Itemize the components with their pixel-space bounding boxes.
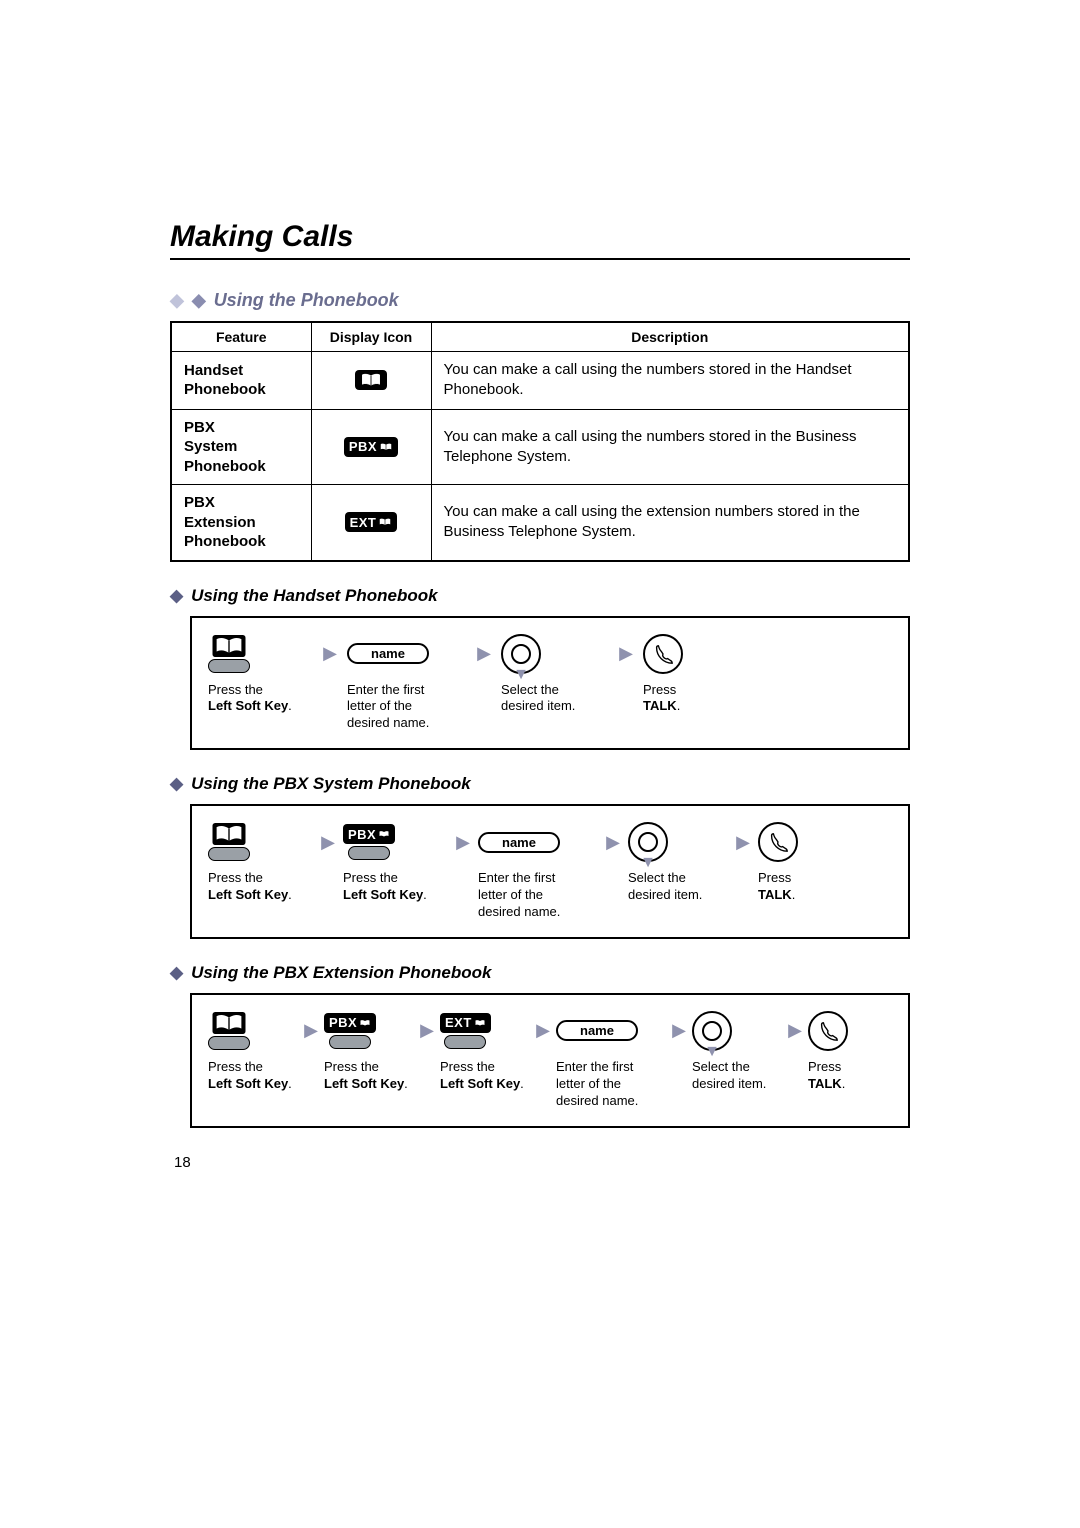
step-label: Press theLeft Soft Key.: [208, 1059, 298, 1110]
table-header: Feature Display Icon Description: [171, 322, 909, 352]
softkey-icon: EXT: [440, 1013, 491, 1049]
step-label: Press theLeft Soft Key.: [440, 1059, 530, 1110]
step-label: [606, 870, 620, 921]
nav-wheel-icon: ▼: [692, 1011, 732, 1051]
arrow-icon: ▶: [788, 1020, 802, 1041]
page-number: 18: [174, 1154, 910, 1171]
name-field: name: [347, 643, 429, 664]
arrow-icon: ▶: [606, 832, 620, 853]
section-heading-phonebook: ◆ ◆ Using the Phonebook: [170, 290, 910, 311]
feature-description: You can make a call using the numbers st…: [431, 352, 909, 410]
talk-button-icon: [808, 1011, 848, 1051]
diamond-icon: ◆: [170, 586, 183, 606]
step-label: Select thedesired item.: [628, 870, 728, 921]
feature-name: PBXSystemPhonebook: [171, 409, 311, 485]
softkey-icon: [208, 1012, 250, 1050]
step-label: PressTALK.: [758, 870, 818, 921]
step-label: Enter the firstletter of thedesired name…: [347, 682, 467, 733]
feature-icon-cell: [311, 352, 431, 410]
step-label: Press theLeft Soft Key.: [324, 1059, 414, 1110]
softkey-icon: PBX: [343, 824, 395, 860]
step-label: Enter the firstletter of thedesired name…: [478, 870, 598, 921]
softkey-icon: PBX: [324, 1013, 376, 1049]
table-row: HandsetPhonebook You can make a call usi…: [171, 352, 909, 410]
feature-icon-cell: EXT: [311, 485, 431, 561]
talk-button-icon: [643, 634, 683, 674]
step-label: Enter the firstletter of thedesired name…: [556, 1059, 666, 1110]
flow-diagram: ▶ PBX ▶ name ▶ ▼ ▶ Press theLeft Soft Key. Pr…: [190, 804, 910, 939]
col-display-icon: Display Icon: [311, 322, 431, 352]
subsection-heading-text: Using the PBX System Phonebook: [191, 774, 471, 794]
subsection-heading: ◆ Using the PBX System Phonebook: [170, 774, 910, 794]
step-label: [422, 1059, 432, 1110]
diamond-icon: ◆: [192, 290, 206, 311]
nav-wheel-icon: ▼: [628, 822, 668, 862]
section-heading-text: Using the Phonebook: [214, 290, 399, 311]
arrow-icon: ▶: [456, 832, 470, 853]
softkey-icon: [208, 635, 250, 673]
step-label: [736, 870, 750, 921]
step-label: [538, 1059, 548, 1110]
feature-description: You can make a call using the numbers st…: [431, 409, 909, 485]
display-icon: EXT: [345, 512, 398, 532]
talk-button-icon: [758, 822, 798, 862]
flow-diagram: ▶ PBX ▶ EXT ▶ name ▶ ▼ ▶ Press theLeft Soft …: [190, 993, 910, 1128]
step-label: [306, 1059, 316, 1110]
feature-icon-cell: PBX: [311, 409, 431, 485]
col-feature: Feature: [171, 322, 311, 352]
softkey-icon: [208, 823, 250, 861]
subsection-heading: ◆ Using the Handset Phonebook: [170, 586, 910, 606]
step-label: Select thedesired item.: [692, 1059, 782, 1110]
col-description: Description: [431, 322, 909, 352]
arrow-icon: ▶: [304, 1020, 318, 1041]
arrow-icon: ▶: [323, 643, 337, 664]
step-label: [321, 682, 339, 733]
subsection-heading-text: Using the Handset Phonebook: [191, 586, 438, 606]
arrow-icon: ▶: [619, 643, 633, 664]
arrow-icon: ▶: [477, 643, 491, 664]
subsection-heading: ◆ Using the PBX Extension Phonebook: [170, 963, 910, 983]
step-label: Press theLeft Soft Key.: [208, 682, 313, 733]
arrow-icon: ▶: [736, 832, 750, 853]
arrow-icon: ▶: [321, 832, 335, 853]
diamond-icon: ◆: [170, 290, 184, 311]
step-label: Select thedesired item.: [501, 682, 609, 733]
step-label: Press theLeft Soft Key.: [208, 870, 313, 921]
step-label: [674, 1059, 684, 1110]
display-icon: [355, 370, 387, 390]
page-title: Making Calls: [170, 220, 910, 260]
feature-description: You can make a call using the extension …: [431, 485, 909, 561]
subsection-heading-text: Using the PBX Extension Phonebook: [191, 963, 491, 983]
diamond-icon: ◆: [170, 963, 183, 983]
step-label: Press theLeft Soft Key.: [343, 870, 448, 921]
arrow-icon: ▶: [536, 1020, 550, 1041]
manual-page: Making Calls ◆ ◆ Using the Phonebook Feat…: [0, 0, 1080, 1231]
name-field: name: [478, 832, 560, 853]
step-label: [456, 870, 470, 921]
arrow-icon: ▶: [420, 1020, 434, 1041]
step-label: PressTALK.: [643, 682, 713, 733]
flow-diagram: ▶ name ▶ ▼ ▶ Press theLeft Soft Key. Enter th…: [190, 616, 910, 751]
table-row: PBXSystemPhonebook PBX You can make a ca…: [171, 409, 909, 485]
display-icon: PBX: [344, 437, 398, 457]
name-field: name: [556, 1020, 638, 1041]
diamond-icon: ◆: [170, 774, 183, 794]
step-label: PressTALK.: [808, 1059, 863, 1110]
step-label: [790, 1059, 800, 1110]
step-label: [475, 682, 493, 733]
feature-name: HandsetPhonebook: [171, 352, 311, 410]
nav-wheel-icon: ▼: [501, 634, 541, 674]
step-label: [617, 682, 635, 733]
arrow-icon: ▶: [672, 1020, 686, 1041]
feature-name: PBXExtensionPhonebook: [171, 485, 311, 561]
table-row: PBXExtensionPhonebook EXT You can make a…: [171, 485, 909, 561]
step-label: [321, 870, 335, 921]
feature-table: Feature Display Icon Description Handset…: [170, 321, 910, 562]
